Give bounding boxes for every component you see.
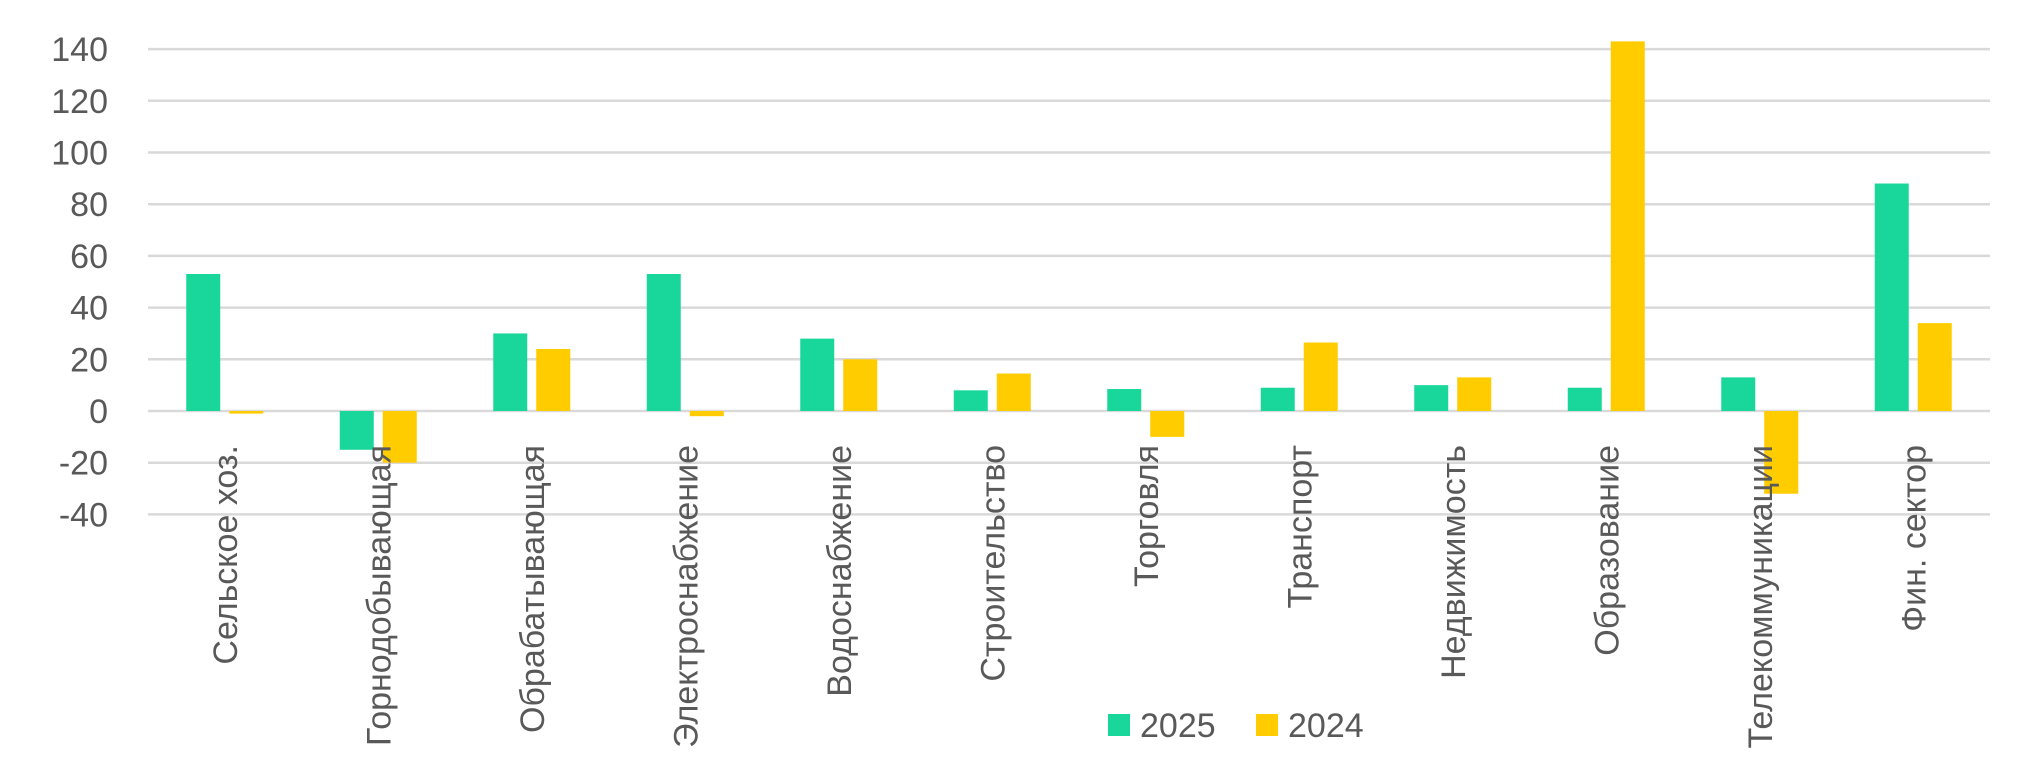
- bar-2024-4: [843, 359, 878, 411]
- category-label: Электроснабжение: [667, 445, 705, 748]
- bar-2025-7: [1260, 387, 1295, 411]
- bar-2025-8: [1414, 385, 1449, 411]
- bar-2024-2: [536, 348, 571, 411]
- y-tick-label: -20: [59, 445, 108, 483]
- bar-2025-6: [1107, 389, 1142, 411]
- category-label: Горнодобывающая: [360, 445, 398, 746]
- y-tick-label: 40: [70, 290, 108, 328]
- category-label: Водоснабжение: [821, 445, 859, 697]
- bar-2024-0: [229, 411, 264, 414]
- bar-2024-9: [1610, 41, 1645, 411]
- category-labels: Сельское хоз. Горнодобывающая Обрабатывающ…: [207, 445, 1934, 748]
- bar-2025-9: [1567, 387, 1602, 411]
- bar-2025-11: [1874, 183, 1909, 411]
- y-axis-tick-labels: 140 120 100 80 60 40 20 0 -20 -40: [51, 31, 108, 534]
- category-label: Образование: [1588, 445, 1626, 656]
- y-tick-label: 60: [70, 238, 108, 276]
- y-tick-label: 0: [89, 393, 108, 431]
- gridlines: [148, 47, 1990, 516]
- legend-swatch-2025: [1108, 714, 1130, 736]
- y-tick-label: 80: [70, 186, 108, 224]
- y-tick-label: 120: [51, 83, 108, 121]
- category-label: Фин. сектор: [1895, 445, 1933, 632]
- bar-2025-3: [646, 273, 681, 411]
- bar-2025-5: [953, 390, 988, 411]
- bar-2025-2: [493, 333, 528, 411]
- bar-2025-4: [800, 338, 835, 411]
- legend-label-2025: 2025: [1140, 707, 1216, 745]
- category-label: Торговля: [1128, 445, 1166, 587]
- bar-2024-1: [382, 411, 417, 463]
- category-label: Обрабатывающая: [514, 445, 552, 733]
- legend: 2025 2024: [1108, 707, 1364, 745]
- bar-2024-7: [1303, 342, 1338, 411]
- y-tick-label: 20: [70, 341, 108, 379]
- y-tick-label: 100: [51, 135, 108, 173]
- y-tick-label: -40: [59, 496, 108, 534]
- category-label: Транспорт: [1281, 445, 1319, 609]
- legend-label-2024: 2024: [1288, 707, 1364, 745]
- bars: [186, 41, 1952, 494]
- category-label: Телекоммуникации: [1742, 445, 1780, 748]
- bar-2024-10: [1764, 411, 1799, 494]
- y-tick-label: 140: [51, 31, 108, 69]
- bar-2024-3: [689, 411, 724, 417]
- bar-2024-6: [1150, 411, 1185, 437]
- bar-2025-0: [186, 273, 221, 411]
- category-label: Сельское хоз.: [207, 445, 245, 665]
- category-label: Строительство: [974, 445, 1012, 682]
- legend-swatch-2024: [1256, 714, 1278, 736]
- bar-2024-11: [1917, 323, 1952, 411]
- bar-2024-5: [996, 373, 1031, 411]
- bar-2025-10: [1721, 377, 1756, 411]
- bar-2025-1: [339, 411, 374, 450]
- bar-2024-8: [1457, 377, 1492, 411]
- category-label: Недвижимость: [1435, 445, 1473, 679]
